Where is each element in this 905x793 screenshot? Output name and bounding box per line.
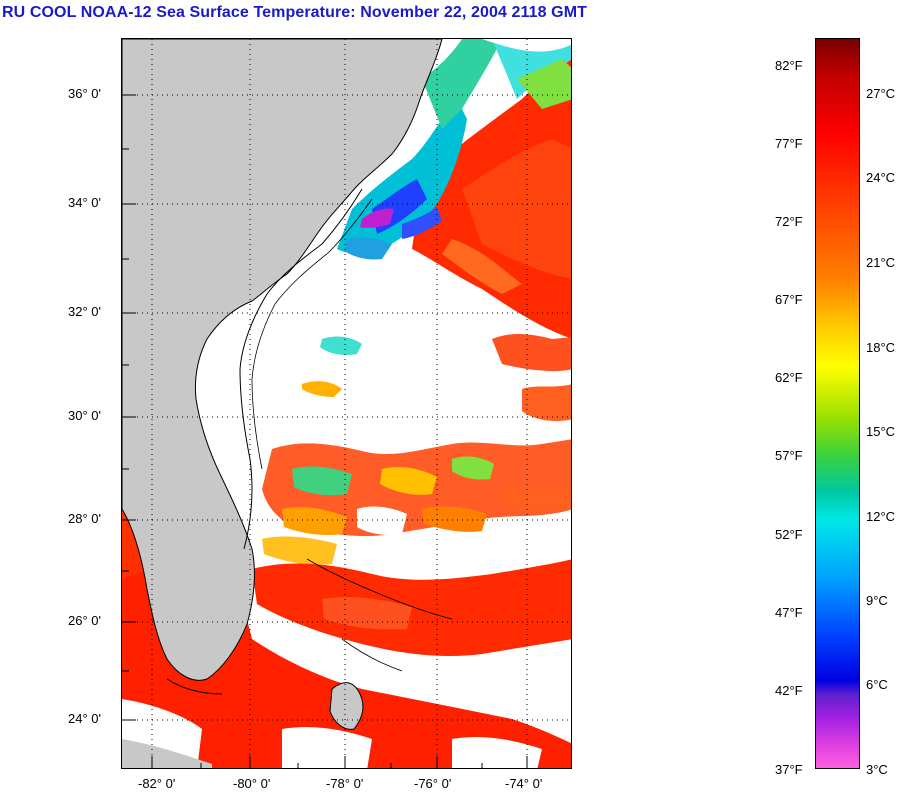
c-label-24: 24°C — [866, 170, 896, 185]
f-label-62: 62°F — [775, 370, 803, 385]
lat-label-34: 34° 0' — [68, 195, 101, 210]
lon-label-80: -80° 0' — [233, 776, 271, 791]
f-label-82: 82°F — [775, 58, 803, 73]
temperature-colorbar — [815, 38, 860, 769]
c-label-6: 6°C — [866, 677, 888, 692]
f-label-72: 72°F — [775, 214, 803, 229]
f-label-67: 67°F — [775, 292, 803, 307]
f-label-37: 37°F — [775, 762, 803, 777]
c-label-27: 27°C — [866, 86, 896, 101]
map-title: RU COOL NOAA-12 Sea Surface Temperature:… — [2, 4, 587, 21]
lat-label-24: 24° 0' — [68, 711, 101, 726]
c-label-3: 3°C — [866, 762, 888, 777]
f-label-77: 77°F — [775, 136, 803, 151]
lat-label-30: 30° 0' — [68, 408, 101, 423]
florida-straits-warm — [122, 479, 571, 768]
c-label-18: 18°C — [866, 340, 896, 355]
lat-label-28: 28° 0' — [68, 511, 101, 526]
lat-label-32: 32° 0' — [68, 304, 101, 319]
f-label-47: 47°F — [775, 605, 803, 620]
lon-label-82: -82° 0' — [138, 776, 176, 791]
c-label-21: 21°C — [866, 255, 896, 270]
f-label-42: 42°F — [775, 683, 803, 698]
sst-map — [121, 38, 572, 769]
lat-label-26: 26° 0' — [68, 613, 101, 628]
land-bahamas — [329, 682, 364, 730]
lon-label-78: -78° 0' — [326, 776, 364, 791]
c-label-15: 15°C — [866, 424, 896, 439]
graticule — [122, 39, 571, 768]
sst-map-image — [122, 39, 571, 768]
f-label-57: 57°F — [775, 448, 803, 463]
axis-ticks — [122, 94, 528, 768]
lat-label-36: 36° 0' — [68, 86, 101, 101]
lon-label-74: -74° 0' — [505, 776, 543, 791]
lon-label-76: -76° 0' — [414, 776, 452, 791]
c-label-9: 9°C — [866, 593, 888, 608]
f-label-52: 52°F — [775, 527, 803, 542]
c-label-12: 12°C — [866, 509, 896, 524]
